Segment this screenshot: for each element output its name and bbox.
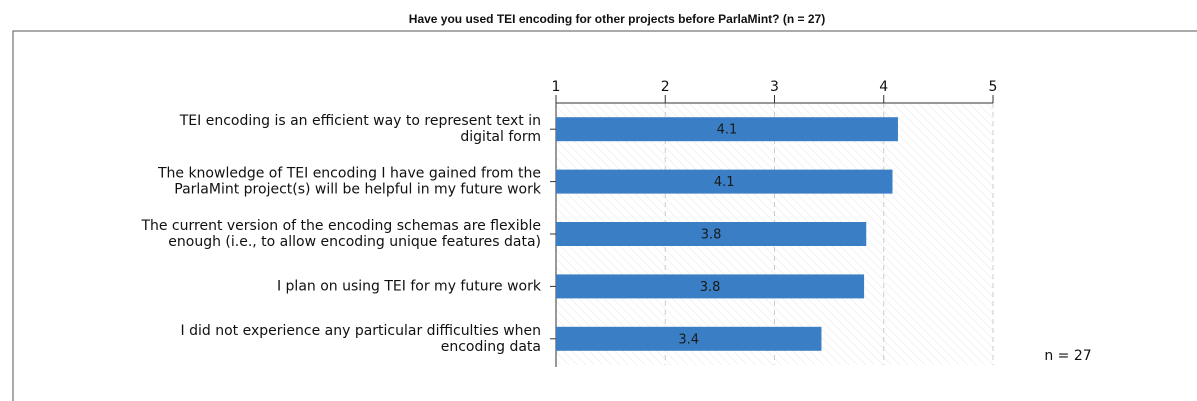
x-tick-label: 1: [552, 79, 561, 95]
x-tick-label: 5: [989, 79, 998, 95]
frame: [12, 30, 1197, 401]
bar: [556, 274, 865, 299]
x-tick-label: 2: [661, 79, 670, 95]
bar: [556, 222, 867, 246]
value-label: 3.4: [678, 332, 699, 347]
chart-title: Have you used TEI encoding for other pro…: [409, 12, 825, 26]
y-tick-label: enough (i.e., to allow encoding unique f…: [168, 234, 541, 250]
y-tick-label: TEI encoding is an efficient way to repr…: [179, 113, 541, 129]
value-label: 3.8: [701, 228, 722, 243]
y-tick-label: The knowledge of TEI encoding I have gai…: [157, 166, 541, 182]
annotation: n = 27: [1044, 348, 1091, 364]
y-tick-label: I did not experience any particular diff…: [181, 323, 541, 339]
y-tick-label: The current version of the encoding sche…: [140, 218, 541, 234]
bar: [556, 326, 822, 351]
x-tick-label: 4: [879, 79, 888, 95]
x-tick-label: 3: [770, 79, 779, 95]
value-label: 4.1: [714, 175, 735, 190]
bar: [556, 117, 898, 142]
value-label: 3.8: [700, 280, 721, 295]
y-tick-label: digital form: [460, 129, 541, 145]
y-tick-label: ParlaMint project(s) will be helpful in …: [174, 182, 542, 198]
value-label: 4.1: [717, 123, 738, 138]
bar: [556, 169, 893, 194]
y-tick-label: I plan on using TEI for my future work: [277, 278, 542, 294]
y-tick-label: encoding data: [441, 339, 541, 355]
